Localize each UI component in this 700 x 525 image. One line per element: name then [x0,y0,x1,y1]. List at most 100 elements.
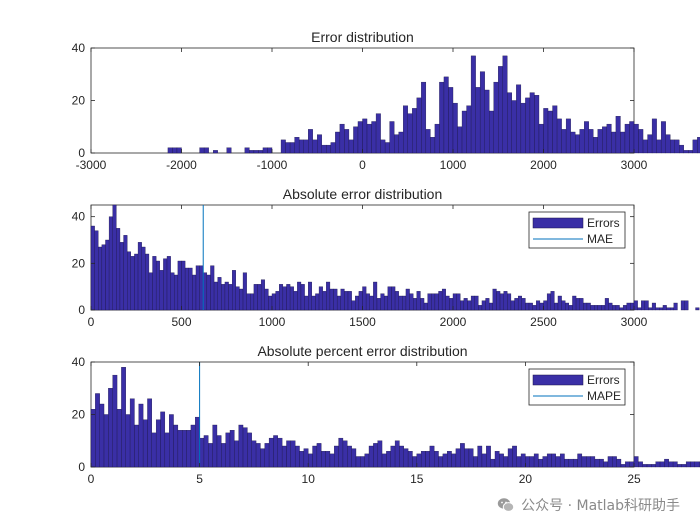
histogram-bar [294,137,300,154]
histogram-bar [670,139,675,154]
histogram-bar [390,445,396,468]
histogram-bar [298,139,304,154]
histogram-bar [564,458,570,468]
histogram-bar [163,258,168,311]
histogram-bar [253,150,259,154]
histogram-bar [507,293,512,311]
histogram-bar [169,414,174,468]
y-tick-label: 40 [72,41,86,55]
histogram-bar [152,256,157,311]
histogram-bar [353,126,359,154]
histogram-bar [602,126,608,154]
legend: Errors MAPE [528,368,626,406]
bar-series [90,204,700,311]
histogram-bar [138,403,144,468]
bar-series [167,55,700,154]
histogram-bar [393,134,399,154]
histogram-bar [570,131,576,154]
histogram-bar [329,453,335,468]
histogram-bar [590,305,595,311]
histogram-bar [308,129,313,154]
histogram-bar [683,150,689,154]
histogram-bar [182,430,187,468]
legend-label-line: MAPE [587,389,621,403]
histogram-bar [94,230,99,311]
histogram-bar [362,118,368,154]
wechat-icon [497,498,515,512]
histogram-bar [484,89,490,154]
histogram-bar [351,448,357,468]
histogram-bar [355,295,360,311]
histogram-bar [474,295,479,311]
histogram-bar [655,461,661,468]
histogram-bar [494,451,500,468]
histogram-bar [555,456,561,468]
histogram-bar [105,239,110,311]
histogram-bar [659,307,664,311]
histogram-bar [260,279,265,311]
histogram-bar [137,242,142,311]
histogram-bar [381,453,387,468]
histogram-bar [629,121,635,154]
histogram-bar [651,302,656,311]
histogram-bar [647,134,653,154]
histogram-bar [277,437,283,468]
histogram-bar [134,253,139,311]
histogram-bar [633,456,639,468]
histogram-bar [534,95,540,154]
histogram-bar [369,295,374,311]
histogram-bar [443,76,449,154]
histogram-bar [688,150,693,154]
histogram-bar [303,139,309,154]
histogram-bar [316,443,322,468]
histogram-bar [434,123,440,154]
histogram-bar [318,286,323,311]
histogram-bar [502,55,508,154]
histogram-bar [620,131,626,154]
histogram-bar [629,461,635,468]
histogram-bar [275,291,280,311]
histogram-bar [473,456,478,468]
histogram-bar [638,461,643,468]
chart-title: Absolute error distribution [283,186,443,202]
histogram-bar [655,307,660,311]
histogram-bar [579,298,584,311]
histogram-bar [684,300,689,311]
histogram-bar [529,92,535,154]
histogram-bar [464,448,470,468]
histogram-bar [264,288,269,311]
histogram-bar [425,451,431,468]
histogram-bar [565,118,571,154]
histogram-bar [362,286,367,311]
histogram-bar [547,110,553,154]
histogram-bar [376,298,381,311]
histogram-bar [127,251,131,311]
histogram-bar [429,445,435,468]
histogram-bar [670,307,674,311]
histogram-bar [533,453,539,468]
histogram-bar [529,456,535,468]
histogram-bar [334,445,339,468]
histogram-bar [551,453,556,468]
x-tick-label: -3000 [76,158,107,172]
histogram-bar [217,277,222,311]
histogram-bar [172,147,178,154]
histogram-bar [192,274,197,311]
histogram-bar [234,440,239,468]
histogram-bar [597,305,602,311]
histogram-bar [538,123,544,154]
histogram-bar [409,293,414,311]
histogram-bar [216,435,222,468]
histogram-bar [285,142,291,154]
histogram-bar [624,123,630,154]
histogram-bar [190,424,196,468]
histogram-bar [273,435,278,468]
x-tick-label: 5 [196,472,203,486]
histogram-bar [496,291,501,311]
legend-swatch-errors [532,217,584,229]
histogram-bar [559,453,565,468]
histogram-bar [271,293,276,311]
legend-swatch-errors [532,374,584,386]
histogram-bar [416,291,421,311]
histogram-bar [329,288,334,311]
